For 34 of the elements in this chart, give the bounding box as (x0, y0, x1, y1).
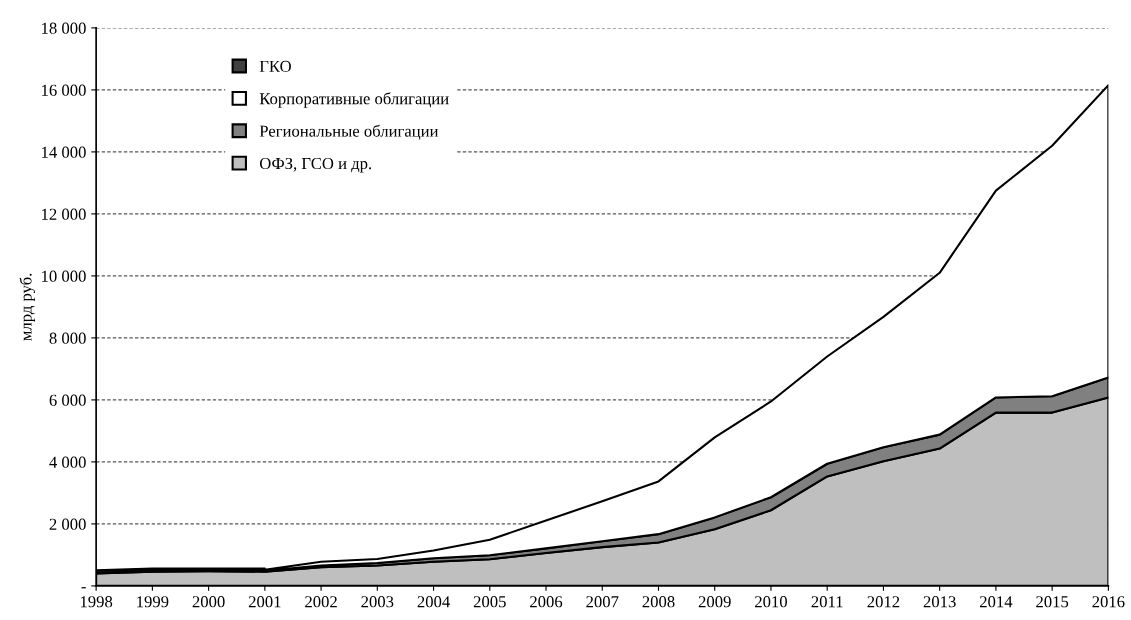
y-tick-label: 12 000 (42, 208, 86, 220)
y-tick-label: 2 000 (49, 518, 86, 530)
x-tick-label: 2010 (755, 596, 787, 608)
x-tick-label: 2001 (248, 596, 281, 608)
y-tick-label: - (81, 587, 86, 589)
x-tick-label: 2011 (811, 596, 843, 608)
x-tick-label: 2012 (867, 596, 900, 608)
y-tick-label: 10 000 (42, 270, 86, 282)
x-tick-label: 2014 (979, 596, 1013, 608)
x-tick-label: 2013 (923, 596, 956, 608)
legend-label: Региональные облигации (259, 124, 439, 140)
x-tick-label: 2006 (530, 596, 563, 608)
y-tick-label: 8 000 (49, 332, 86, 344)
legend-label: Корпоративные облигации (259, 92, 449, 108)
y-tick-label: 14 000 (42, 146, 86, 158)
x-tick-label: 2000 (192, 596, 225, 608)
x-tick-label: 2008 (642, 596, 675, 608)
x-tick-label: 2003 (361, 596, 394, 608)
x-tick-label: 2007 (586, 596, 619, 608)
y-axis-title: млрд руб. (19, 273, 36, 341)
x-tick-label: 2005 (473, 596, 506, 608)
y-tick-label: 6 000 (49, 394, 86, 406)
legend-label: ОФЗ, ГСО и др. (259, 157, 372, 173)
y-tick-label: 4 000 (49, 456, 86, 468)
x-tick-label: 2016 (1092, 596, 1125, 608)
x-tick-label: 1999 (137, 596, 169, 608)
y-tick-label: 16 000 (42, 84, 86, 96)
x-tick-label: 2002 (305, 596, 337, 608)
legend-label: ГКО (259, 60, 291, 72)
x-tick-label: 1998 (80, 596, 113, 608)
y-tick-label: 18 000 (42, 22, 86, 34)
x-tick-label: 2009 (698, 596, 731, 608)
x-tick-label: 2004 (417, 596, 450, 608)
x-tick-label: 2015 (1036, 596, 1069, 608)
